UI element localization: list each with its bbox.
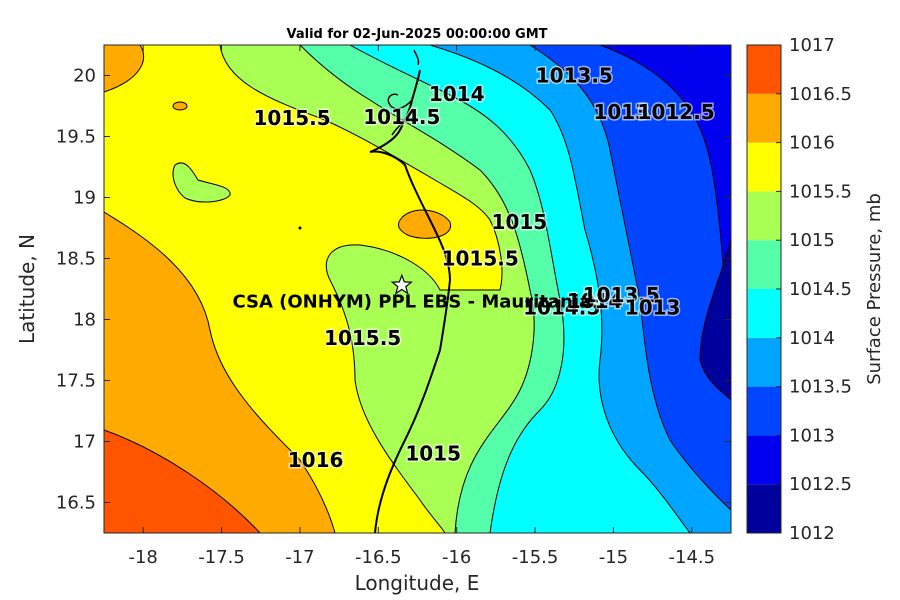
y-axis: 16.5 17 17.5 18 18.5 19 19.5 20: [56, 66, 731, 514]
colorbar-tick-label: 1014.5: [789, 279, 852, 300]
y-axis-label: Latitude, N: [15, 234, 39, 344]
colorbar-swatch: [747, 93, 781, 143]
colorbar-tick-label: 1017: [789, 35, 835, 56]
contour-label-bg: 1013.5: [536, 64, 613, 88]
station-marker-group: CSA (ONHYM) PPL EBS - Mauritania: [232, 273, 591, 312]
y-tick-label: 18: [73, 310, 96, 331]
band-1016: [104, 211, 336, 533]
colorbar-swatch: [747, 191, 781, 241]
x-tick-label: -16.5: [355, 547, 402, 568]
band-1015-patch: [172, 162, 231, 203]
colorbar-tick-label: 1013: [789, 425, 835, 446]
coastline-islet: [298, 226, 302, 230]
colorbar-swatch: [747, 386, 781, 436]
contour-label: 1015.5: [254, 106, 331, 130]
colorbar-tick-label: 1016: [789, 133, 835, 154]
contour-label-bg: 1015: [492, 210, 548, 234]
contour-label-bg: 1016: [288, 448, 344, 472]
colorbar-tick-label: 1013.5: [789, 377, 852, 398]
colorbar-swatch: [747, 289, 781, 338]
band-1016-patch: [397, 209, 452, 239]
x-tick-label: -14.5: [669, 547, 716, 568]
contour-label: 1014: [429, 82, 485, 106]
x-tick-label: -15: [599, 547, 628, 568]
colorbar-label: Surface Pressure, mb: [864, 193, 885, 385]
coastline-banc-arguin: [387, 49, 420, 136]
contour-label: 1013: [625, 295, 681, 319]
contour-label: 1014.5: [363, 105, 440, 129]
contour-label-bg: 1014.5: [363, 105, 440, 129]
contour-label: 1016: [288, 448, 344, 472]
contour-label: 1014: [567, 289, 623, 313]
x-tick-label: -15.5: [512, 547, 559, 568]
station-label: CSA (ONHYM) PPL EBS - Mauritania: [232, 291, 591, 312]
contour-label: 1013.5: [583, 283, 660, 307]
colorbar-tick-label: 1012: [789, 523, 835, 544]
x-tick-label: -18: [128, 547, 157, 568]
contour-label-bg: 1012.5: [638, 100, 715, 124]
band-1012: [699, 239, 731, 401]
colorbar-swatch: [747, 142, 781, 192]
contour-label: 1013: [593, 100, 649, 124]
plot-frame: [103, 44, 732, 534]
x-tick-label: -17: [285, 547, 314, 568]
colorbar-tick-label: 1015: [789, 230, 835, 251]
contour-label: 1013.5: [536, 64, 613, 88]
y-tick-label: 17.5: [56, 371, 96, 392]
colorbar-swatch: [747, 45, 781, 94]
contour-label-bg: 1013: [593, 100, 649, 124]
contour-label: 1015: [492, 210, 548, 234]
y-tick-label: 19: [73, 188, 96, 209]
colorbar-tick-label: 1016.5: [789, 84, 852, 105]
y-tick-label: 19.5: [56, 127, 96, 148]
contour-label-bg: 1014.5: [523, 295, 600, 319]
colorbar-swatch: [747, 240, 781, 289]
colorbar: 1012 1012.5 1013 1013.5 1014 1014.5 1015 1015.5…: [746, 35, 852, 544]
chart-title: Valid for 02-Jun-2025 00:00:00 GMT: [287, 27, 548, 42]
colorbar-swatch: [747, 337, 781, 387]
colorbar-swatch: [747, 484, 781, 533]
x-tick-label: -17.5: [198, 547, 245, 568]
y-tick-label: 18.5: [56, 249, 96, 270]
y-tick-label: 20: [73, 66, 96, 87]
coastline: [369, 69, 452, 533]
colorbar-swatch: [747, 435, 781, 485]
x-axis-label: Longitude, E: [355, 571, 480, 595]
contour-label-bg: 1015.5: [324, 326, 401, 350]
colorbar-tick-label: 1014: [789, 328, 835, 349]
band-1016: [104, 45, 145, 93]
band-1016-blob: [172, 101, 188, 111]
contour-label: 1014.5: [523, 295, 600, 319]
contour-label-bg: 1013: [625, 295, 681, 319]
y-tick-label: 16.5: [56, 493, 96, 514]
contour-label-bg: 1015.5: [254, 106, 331, 130]
contour-label: 1015: [405, 442, 461, 466]
contour-label-bg: 1015: [405, 442, 461, 466]
band-1013: [529, 45, 731, 511]
y-tick-label: 17: [73, 432, 96, 453]
contour-label-bg: 1014: [429, 82, 485, 106]
contour-label-bg: 1014: [567, 289, 623, 313]
contour-label: 1012.5: [638, 100, 715, 124]
x-tick-label: -16: [442, 547, 471, 568]
x-axis: -18 -17.5 -17 -16.5 -16 -15.5 -15 -14.5: [128, 45, 715, 568]
contour-label-bg: 1013.5: [583, 283, 660, 307]
contour-label-bg: 1015.5: [442, 247, 519, 271]
contour-label: 1015.5: [324, 326, 401, 350]
colorbar-tick-label: 1012.5: [789, 474, 852, 495]
colorbar-tick-label: 1015.5: [789, 181, 852, 202]
station-star-icon: [390, 273, 413, 295]
contour-label: 1015.5: [442, 247, 519, 271]
